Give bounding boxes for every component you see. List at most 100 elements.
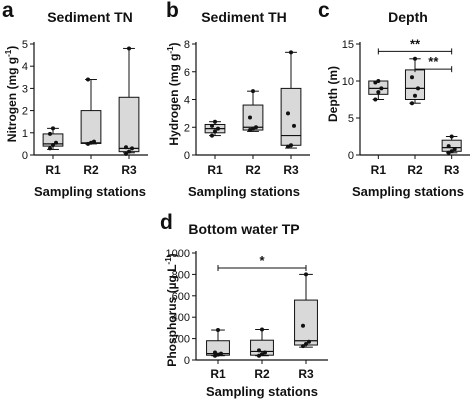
data-point xyxy=(410,101,414,106)
data-point xyxy=(452,147,457,152)
data-point xyxy=(410,75,414,80)
data-point xyxy=(51,126,55,131)
y-tick-label: 5 xyxy=(22,39,28,51)
y-tick-label: 4 xyxy=(22,61,28,73)
y-tick-label: 1000 xyxy=(166,248,190,260)
data-point xyxy=(413,93,417,98)
x-tick-label: R1 xyxy=(371,163,387,177)
data-point xyxy=(257,353,261,358)
panel-c-letter: c xyxy=(318,0,330,22)
data-point xyxy=(446,144,451,149)
panel-a-letter: a xyxy=(2,0,14,22)
y-tick-label: 10 xyxy=(342,76,354,88)
box-R3 xyxy=(280,87,302,146)
panel-d-letter: d xyxy=(160,211,173,234)
y-tick-label: 0 xyxy=(348,150,354,162)
y-tick-label: 4 xyxy=(184,95,190,107)
data-point xyxy=(124,151,128,156)
box-R3 xyxy=(294,299,318,346)
panel-b: b Sediment TH Sampling stations Hydrogen… xyxy=(166,0,310,199)
data-point xyxy=(130,146,134,151)
y-tick-label: 800 xyxy=(172,269,190,281)
panel-a-ylabel: Nitrogen (mg g-1) xyxy=(4,46,19,142)
data-point xyxy=(219,351,223,356)
data-point xyxy=(48,146,52,151)
y-tick-label: 0 xyxy=(22,150,28,162)
panel-c-title: Depth xyxy=(388,9,428,25)
x-tick-label: R2 xyxy=(83,163,99,177)
data-point xyxy=(373,97,378,102)
panel-c-plot: 0 5 10 15 R1 R2 R3 ** ** xyxy=(342,36,470,177)
data-point xyxy=(304,272,308,277)
data-point xyxy=(286,111,290,116)
data-point xyxy=(51,143,55,148)
data-point xyxy=(86,77,90,82)
panel-d-title: Bottom water TP xyxy=(188,221,299,237)
data-point xyxy=(449,134,454,139)
data-point xyxy=(251,89,255,94)
data-point xyxy=(213,119,217,124)
y-tick-label: 8 xyxy=(184,39,190,51)
box-R2 xyxy=(242,104,264,131)
data-point xyxy=(263,350,267,355)
data-point xyxy=(92,139,96,144)
data-point xyxy=(292,123,296,128)
x-tick-label: R2 xyxy=(407,163,423,177)
data-point xyxy=(257,348,261,353)
data-point xyxy=(213,353,217,358)
data-point xyxy=(376,79,381,83)
data-point xyxy=(248,128,252,133)
data-point xyxy=(286,144,290,149)
data-point xyxy=(127,46,131,51)
y-tick-label: 600 xyxy=(172,291,190,303)
data-point xyxy=(307,339,311,344)
data-point xyxy=(446,150,451,155)
box-R3 xyxy=(118,96,140,153)
y-tick-label: 0 xyxy=(184,355,190,367)
panel-a-plot: 0 1 2 3 4 5 R1 R2 R3 xyxy=(22,39,148,177)
significance-label: * xyxy=(259,253,265,268)
data-point xyxy=(248,115,252,120)
y-tick-label: 2 xyxy=(22,106,28,118)
y-tick-label: 200 xyxy=(172,334,190,346)
data-point xyxy=(379,86,384,91)
y-tick-label: 2 xyxy=(184,122,190,134)
x-tick-label: R3 xyxy=(283,163,299,177)
data-point xyxy=(216,126,220,131)
x-tick-label: R3 xyxy=(444,163,460,177)
panel-d-xlabel: Sampling stations xyxy=(206,384,318,399)
data-point xyxy=(213,350,217,355)
data-point xyxy=(54,140,58,145)
significance-label: ** xyxy=(428,54,439,69)
data-point xyxy=(216,328,220,333)
x-tick-label: R3 xyxy=(121,163,137,177)
significance-label: ** xyxy=(410,36,421,51)
box-R2 xyxy=(80,110,102,144)
x-tick-label: R2 xyxy=(254,367,270,381)
x-tick-label: R1 xyxy=(207,163,223,177)
panel-b-letter: b xyxy=(166,0,179,22)
data-point xyxy=(373,80,378,85)
data-point xyxy=(216,352,220,357)
data-point xyxy=(416,86,420,91)
panel-c-ylabel: Depth (m) xyxy=(326,66,340,122)
data-point xyxy=(301,344,305,349)
panel-d-ylabel: Phosphorus (µg L-1) xyxy=(164,253,179,366)
data-point xyxy=(89,140,93,145)
data-point xyxy=(449,149,454,154)
panel-d: d Bottom water TP Sampling stations Phos… xyxy=(160,211,328,399)
data-point xyxy=(304,341,308,346)
data-point xyxy=(260,327,264,332)
x-tick-label: R1 xyxy=(210,367,226,381)
y-tick-label: 400 xyxy=(172,312,190,324)
panel-c-xlabel: Sampling stations xyxy=(352,184,464,199)
data-point xyxy=(213,129,217,134)
data-point xyxy=(260,352,264,357)
y-tick-label: 15 xyxy=(342,39,354,51)
y-tick-label: 5 xyxy=(348,113,354,125)
data-point xyxy=(289,143,293,148)
x-tick-label: R2 xyxy=(245,163,261,177)
data-point xyxy=(124,145,128,150)
panel-a-xlabel: Sampling stations xyxy=(34,184,146,199)
